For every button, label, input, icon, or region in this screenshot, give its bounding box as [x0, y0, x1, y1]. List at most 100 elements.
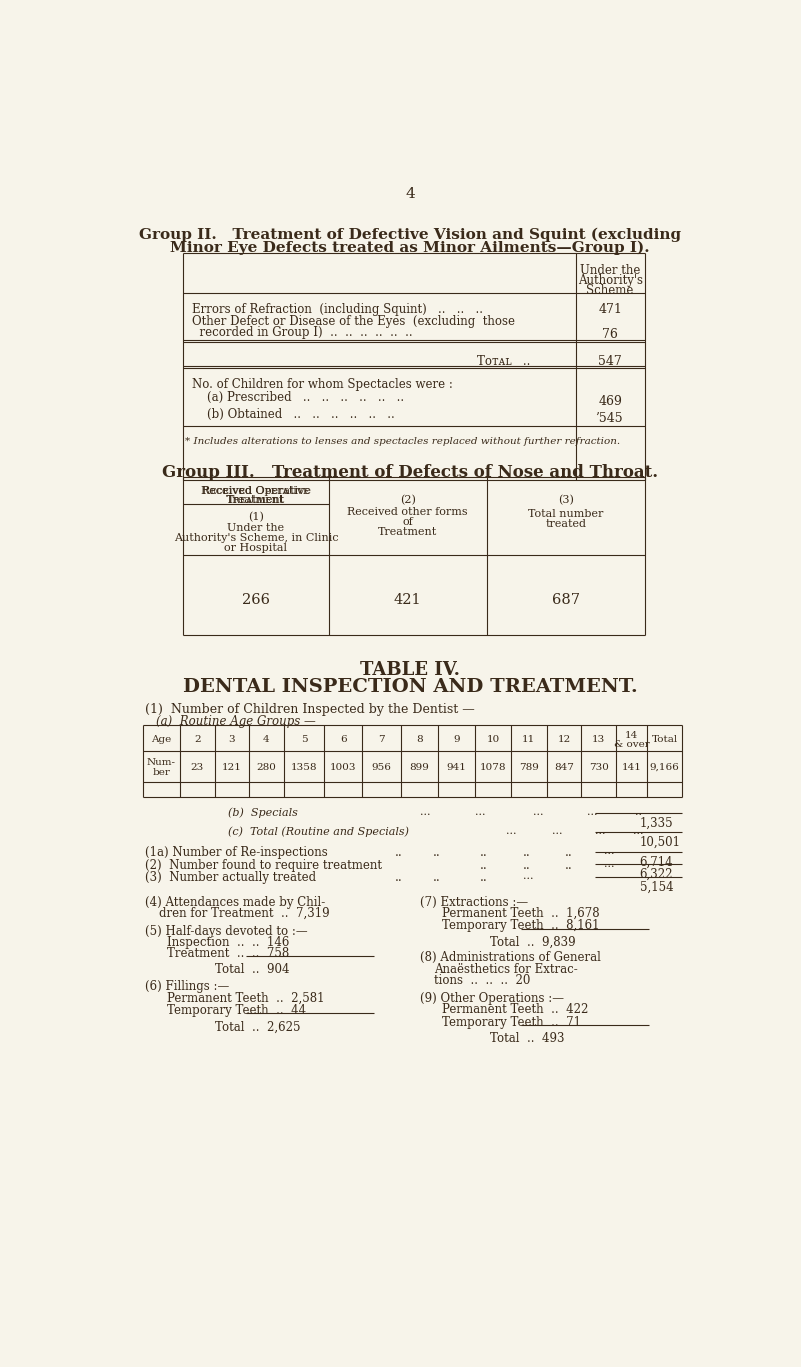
Text: Total number: Total number [528, 509, 604, 519]
Text: Total  ..  9,839: Total .. 9,839 [490, 935, 576, 949]
Text: DENTAL INSPECTION AND TREATMENT.: DENTAL INSPECTION AND TREATMENT. [183, 678, 638, 696]
Text: dren for Treatment  ..  7,319: dren for Treatment .. 7,319 [159, 908, 330, 920]
Text: 730: 730 [589, 763, 609, 772]
Text: 10: 10 [486, 735, 500, 745]
Text: 13: 13 [592, 735, 606, 745]
Text: Minor Eye Defects treated as Minor Ailments—Group I).: Minor Eye Defects treated as Minor Ailme… [171, 241, 650, 256]
Text: (9) Other Operations :—: (9) Other Operations :— [421, 992, 564, 1005]
Text: 899: 899 [409, 763, 429, 772]
Text: ..: .. [395, 871, 402, 884]
Text: ...: ... [552, 826, 562, 837]
Text: Temporary Teeth  ..  44: Temporary Teeth .. 44 [167, 1005, 306, 1017]
Text: 76: 76 [602, 328, 618, 340]
Text: Temporary Teeth  ..  71: Temporary Teeth .. 71 [442, 1016, 581, 1028]
Text: 280: 280 [256, 763, 276, 772]
Text: 1358: 1358 [291, 763, 317, 772]
Text: (4) Attendances made by Chil-: (4) Attendances made by Chil- [145, 895, 325, 909]
Text: 469: 469 [598, 395, 622, 407]
Text: ...: ... [604, 846, 614, 856]
Text: Authority's: Authority's [578, 275, 642, 287]
Text: Received Operative: Received Operative [201, 485, 311, 496]
Text: 6: 6 [340, 735, 346, 745]
Text: 23: 23 [191, 763, 204, 772]
Text: Temporary Teeth  ..  8,161: Temporary Teeth .. 8,161 [442, 920, 599, 932]
Text: Treatment: Treatment [226, 495, 285, 506]
Text: TABLE IV.: TABLE IV. [360, 660, 460, 678]
Text: ...: ... [522, 871, 533, 880]
Text: ...: ... [421, 807, 431, 817]
Text: of: of [402, 517, 413, 526]
Text: Under the: Under the [580, 264, 640, 278]
Text: ...: ... [595, 826, 606, 837]
Text: Group II.   Treatment of Defective Vision and Squint (excluding: Group II. Treatment of Defective Vision … [139, 227, 681, 242]
Text: (5) Half-days devoted to :—: (5) Half-days devoted to :— [145, 925, 308, 938]
Text: (1a) Number of Re-inspections: (1a) Number of Re-inspections [145, 846, 328, 860]
Text: ..: .. [635, 807, 642, 817]
Text: Group III.   Treatment of Defects of Nose and Throat.: Group III. Treatment of Defects of Nose … [162, 465, 658, 481]
Text: Inspection  ..  ..  146: Inspection .. .. 146 [167, 935, 289, 949]
Text: 10,501: 10,501 [639, 837, 681, 849]
Text: ...: ... [587, 807, 598, 817]
Text: ..: .. [480, 871, 488, 884]
Text: ..: .. [480, 846, 488, 860]
Text: ’545: ’545 [594, 411, 622, 425]
Text: Total  ..  2,625: Total .. 2,625 [215, 1020, 300, 1033]
Text: 547: 547 [598, 355, 622, 368]
Text: 12: 12 [557, 735, 570, 745]
Text: 3: 3 [228, 735, 235, 745]
Text: Total: Total [651, 735, 678, 745]
Text: Tʀᴇᴀtᴍᴇnt: Tʀᴇᴀtᴍᴇnt [227, 495, 284, 506]
Text: 4: 4 [263, 735, 270, 745]
Text: tions  ..  ..  ..  20: tions .. .. .. 20 [434, 975, 530, 987]
Text: ...: ... [533, 807, 543, 817]
Text: Total  ..  904: Total .. 904 [215, 964, 289, 976]
Text: 471: 471 [598, 302, 622, 316]
Text: 1,335: 1,335 [639, 817, 673, 830]
Text: ber: ber [152, 768, 171, 776]
Text: 141: 141 [622, 763, 642, 772]
Text: Tᴏᴛᴀʟ   ..: Tᴏᴛᴀʟ .. [477, 355, 530, 368]
Text: 956: 956 [372, 763, 392, 772]
Text: (7) Extractions :—: (7) Extractions :— [421, 895, 529, 909]
Text: & over: & over [614, 740, 650, 749]
Text: 7: 7 [378, 735, 384, 745]
Text: ...: ... [604, 858, 614, 868]
Text: ..: .. [566, 846, 573, 860]
Text: ..: .. [433, 846, 441, 860]
Text: 121: 121 [222, 763, 242, 772]
Text: 6,322: 6,322 [639, 868, 673, 880]
Text: Other Defect or Disease of the Eyes  (excluding  those: Other Defect or Disease of the Eyes (exc… [191, 314, 514, 328]
Text: Rᴇcᴇivᴇd Oᴘᴇrᴀtivᴇ: Rᴇcᴇivᴇd Oᴘᴇrᴀtivᴇ [202, 485, 310, 496]
Text: treated: treated [545, 519, 586, 529]
Text: Permanent Teeth  ..  2,581: Permanent Teeth .. 2,581 [167, 992, 324, 1005]
Text: Num-: Num- [147, 759, 176, 767]
Text: ...: ... [634, 826, 644, 837]
Text: (b) Obtained   ..   ..   ..   ..   ..   ..: (b) Obtained .. .. .. .. .. .. [191, 409, 394, 421]
Text: 4: 4 [405, 187, 415, 201]
Text: (1)  Number of Children Inspected by the Dentist —: (1) Number of Children Inspected by the … [145, 703, 475, 716]
Text: (1): (1) [248, 513, 264, 522]
Text: ...: ... [475, 807, 485, 817]
Text: (a)  Routine Age Groups —: (a) Routine Age Groups — [156, 715, 316, 729]
Text: Errors of Refraction  (including Squint)   ..   ..   ..: Errors of Refraction (including Squint) … [191, 302, 482, 316]
Text: or Hospital: or Hospital [224, 543, 288, 552]
Text: 266: 266 [242, 593, 270, 607]
Text: (c)  Total (Routine and Specials): (c) Total (Routine and Specials) [228, 826, 409, 837]
Text: Under the: Under the [227, 522, 284, 533]
Text: 11: 11 [522, 735, 535, 745]
Text: * Includes alterations to lenses and spectacles replaced without further refract: * Includes alterations to lenses and spe… [185, 437, 621, 447]
Text: 9: 9 [453, 735, 460, 745]
Text: recorded in Group I)  ..  ..  ..  ..  ..  ..: recorded in Group I) .. .. .. .. .. .. [191, 325, 413, 339]
Text: Permanent Teeth  ..  1,678: Permanent Teeth .. 1,678 [442, 908, 599, 920]
Text: 6,714: 6,714 [639, 856, 673, 868]
Text: ...: ... [505, 826, 516, 837]
Text: Treatment: Treatment [378, 526, 437, 537]
Text: Age: Age [151, 735, 171, 745]
Text: Treatment  ..  ..  758: Treatment .. .. 758 [167, 947, 289, 960]
Text: Total  ..  493: Total .. 493 [490, 1032, 565, 1044]
Text: ..: .. [522, 858, 530, 872]
Text: Authority's Scheme, in Clinic: Authority's Scheme, in Clinic [174, 533, 338, 543]
Text: 687: 687 [552, 593, 580, 607]
Text: (6) Fillings :—: (6) Fillings :— [145, 980, 229, 994]
Text: 8: 8 [416, 735, 423, 745]
